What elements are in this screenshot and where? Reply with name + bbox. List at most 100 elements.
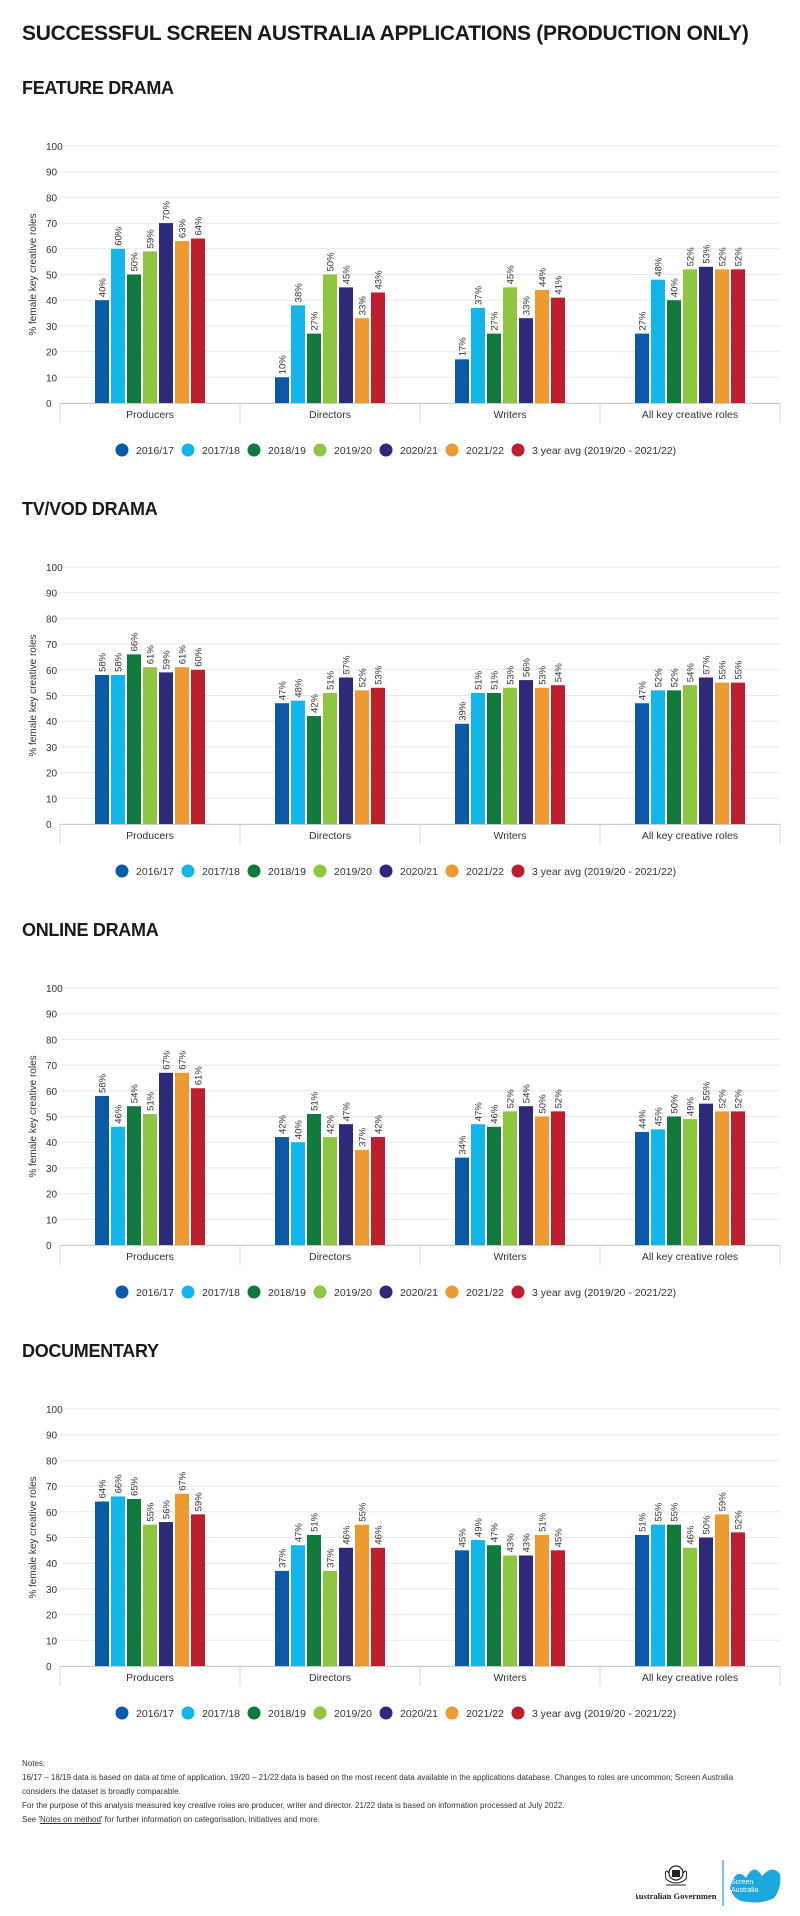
bar [731, 269, 745, 403]
bar [471, 307, 485, 403]
data-label: 54% [130, 1084, 141, 1104]
y-tick-label: 70 [46, 219, 58, 230]
bar [455, 359, 469, 403]
bar-chart: 0 10 20 30 40 50 60 70 80 90 100 % female key creat… [28, 142, 781, 457]
data-label: 55% [358, 1502, 369, 1522]
y-tick-label: 20 [46, 1611, 58, 1622]
legend-label: 2021/22 [466, 445, 504, 457]
y-tick-label: 40 [46, 1559, 58, 1570]
data-label: 44% [538, 267, 549, 287]
legend-marker [247, 864, 261, 878]
data-label: 51% [538, 1512, 549, 1532]
bar-chart: 0 10 20 30 40 50 60 70 80 90 100 % female key creat… [28, 984, 781, 1299]
bar [487, 333, 501, 403]
bar [339, 287, 353, 403]
bar [651, 1524, 665, 1666]
y-tick-label: 30 [46, 743, 58, 754]
y-tick-label: 40 [46, 296, 58, 307]
y-axis-label: % female key creative roles [28, 1476, 39, 1598]
bar [307, 716, 321, 824]
chart-section-documentary: DOCUMENTARY 0 10 20 30 40 50 60 70 80 90 100 % fema… [0, 1341, 800, 1761]
bar [355, 1524, 369, 1666]
legend-marker [313, 1285, 327, 1299]
bar [127, 1498, 141, 1666]
bar [651, 1129, 665, 1245]
y-tick-label: 60 [46, 1087, 58, 1098]
y-tick-label: 30 [46, 1585, 58, 1596]
data-label: 57% [342, 655, 353, 675]
legend-label: 2020/21 [400, 445, 438, 457]
x-tick-label: Directors [309, 409, 351, 421]
x-tick-label: Directors [309, 1251, 351, 1263]
x-tick-label: Writers [493, 830, 526, 842]
bar [667, 690, 681, 824]
y-tick-label: 60 [46, 666, 58, 677]
data-label: 42% [278, 1114, 289, 1134]
bar [111, 1126, 125, 1245]
y-tick-label: 20 [46, 1190, 58, 1201]
bar [127, 654, 141, 824]
legend-marker [115, 443, 129, 457]
data-label: 55% [734, 660, 745, 680]
data-label: 42% [326, 1114, 337, 1134]
notes: Notes: 16/17 – 18/19 data is based on da… [22, 1757, 762, 1827]
data-label: 48% [654, 257, 665, 277]
bar [503, 287, 517, 403]
legend-label: 2017/18 [202, 866, 240, 878]
svg-text:Australia: Australia [731, 1887, 758, 1894]
bar [355, 1149, 369, 1245]
data-label: 55% [146, 1502, 157, 1522]
bar [371, 292, 385, 403]
legend-label: 2020/21 [400, 1708, 438, 1720]
bar [275, 703, 289, 824]
bar [683, 685, 697, 824]
legend-label: 2017/18 [202, 1287, 240, 1299]
bar [651, 690, 665, 824]
legend-marker [115, 864, 129, 878]
data-label: 55% [718, 660, 729, 680]
bar [291, 700, 305, 824]
y-tick-label: 10 [46, 1215, 58, 1226]
data-label: 52% [686, 247, 697, 267]
data-label: 65% [130, 1476, 141, 1496]
bar [111, 1496, 125, 1666]
legend-label: 2021/22 [466, 866, 504, 878]
legend-label: 2016/17 [136, 866, 174, 878]
data-label: 33% [522, 296, 533, 316]
bar [323, 1137, 337, 1245]
notes-line-1: 16/17 – 18/19 data is based on data at t… [22, 1773, 734, 1796]
data-label: 47% [294, 1523, 305, 1543]
notes-on-method-link[interactable]: Notes on method [39, 1815, 101, 1824]
bar [699, 677, 713, 824]
legend-marker [115, 1706, 129, 1720]
bar [175, 1072, 189, 1245]
y-tick-label: 100 [46, 1405, 63, 1416]
data-label: 40% [670, 278, 681, 298]
y-tick-label: 90 [46, 1010, 58, 1021]
bar [699, 266, 713, 403]
notes-line-3: See 'Notes on method' for further inform… [22, 1815, 320, 1824]
bar [95, 674, 109, 824]
legend-label: 2019/20 [334, 1287, 372, 1299]
data-label: 60% [114, 226, 125, 246]
data-label: 59% [718, 1492, 729, 1512]
bar [191, 1088, 205, 1245]
bar [175, 667, 189, 824]
legend-label: 2016/17 [136, 445, 174, 457]
y-tick-label: 80 [46, 1035, 58, 1046]
data-label: 52% [654, 668, 665, 688]
bar [159, 223, 173, 403]
data-label: 34% [458, 1135, 469, 1155]
y-tick-label: 100 [46, 142, 63, 153]
x-tick-label: All key creative roles [642, 1251, 738, 1263]
data-label: 40% [98, 278, 109, 298]
bar [307, 1113, 321, 1245]
legend-marker [247, 1706, 261, 1720]
legend-marker [445, 1706, 459, 1720]
legend-label: 2018/19 [268, 445, 306, 457]
x-tick-label: Writers [493, 409, 526, 421]
bar [715, 1514, 729, 1666]
data-label: 46% [686, 1525, 697, 1545]
legend-label: 3 year avg (2019/20 - 2021/22) [532, 1708, 676, 1720]
y-tick-label: 50 [46, 271, 58, 282]
